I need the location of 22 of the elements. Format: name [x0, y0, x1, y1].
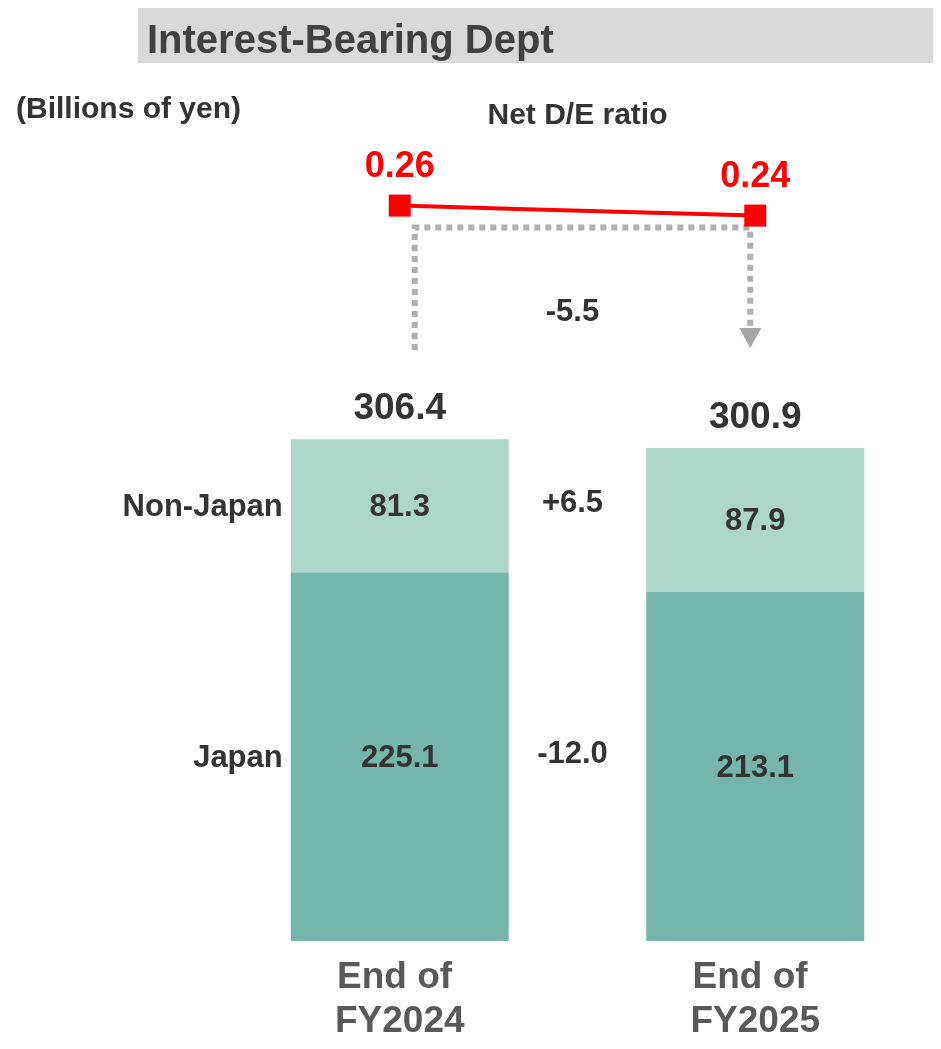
series-label: Non-Japan	[122, 488, 283, 524]
text: (Billions of yen)	[16, 90, 241, 124]
total-label: 300.9	[708, 395, 802, 436]
series-label: Japan	[193, 739, 283, 775]
data-label: 87.9	[725, 502, 786, 538]
bar	[290, 572, 509, 941]
bar	[646, 591, 865, 941]
data-label: 0.24	[720, 154, 791, 196]
x-tick-label: End of FY2025	[690, 954, 821, 1040]
data-label: 213.1	[716, 748, 795, 784]
bar	[290, 439, 509, 573]
data-label: 0.26	[364, 144, 435, 186]
annotation: -12.0	[537, 735, 608, 771]
data-label: 81.3	[369, 488, 430, 524]
text: -5.5	[545, 292, 600, 328]
total-label: 306.4	[353, 386, 447, 428]
bar	[646, 448, 865, 592]
text: Net D/E ratio	[487, 96, 668, 130]
chart-title: Interest-Bearing Dept	[147, 17, 554, 61]
x-tick-label: End of FY2024	[334, 954, 465, 1040]
data-label: 225.1	[360, 739, 439, 775]
annotation: +6.5	[541, 484, 604, 520]
